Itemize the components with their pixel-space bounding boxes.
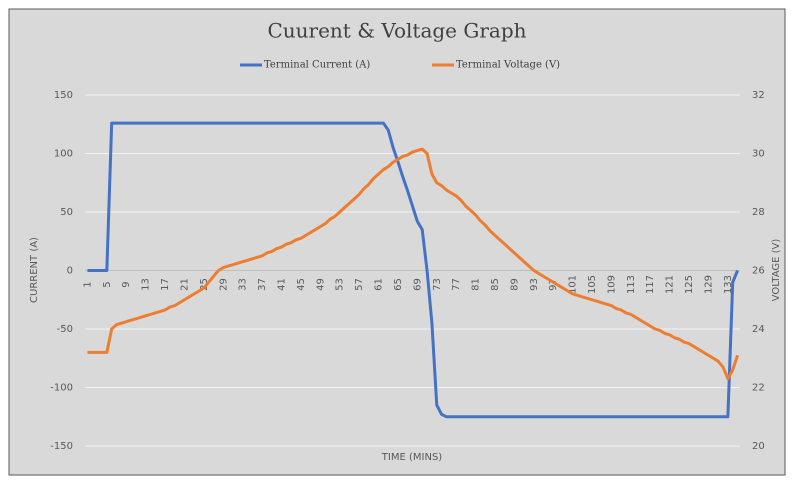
x-tick-label: 121	[665, 275, 676, 294]
y2-tick-label: 26	[752, 266, 765, 277]
x-tick-label: 101	[568, 275, 579, 294]
y-tick-label: -100	[50, 383, 73, 394]
legend-label: Terminal Voltage (V)	[456, 60, 560, 71]
x-tick-label: 53	[335, 278, 346, 291]
y2-tick-label: 32	[752, 90, 765, 101]
series-line	[87, 147, 739, 381]
x-tick-label: 77	[451, 278, 462, 291]
series-line	[87, 121, 739, 419]
x-axis-title: TIME (MINS)	[381, 452, 442, 463]
x-tick-label: 97	[548, 278, 559, 291]
x-tick-label: 129	[703, 275, 714, 294]
y2-axis-title: VOLTAGE (V)	[771, 239, 782, 302]
y-axis-title: CURRENT (A)	[29, 237, 40, 303]
x-tick-label: 49	[315, 278, 326, 291]
y-tick-label: 100	[54, 149, 73, 160]
y-tick-label: -50	[57, 324, 73, 335]
x-tick-label: 117	[645, 275, 656, 294]
x-tick-label: 1	[82, 281, 93, 287]
x-tick-label: 69	[412, 278, 423, 291]
x-tick-label: 105	[587, 275, 598, 294]
y-tick-label: -150	[50, 441, 73, 452]
x-tick-label: 57	[354, 278, 365, 291]
x-tick-label: 9	[121, 281, 132, 287]
y2-tick-label: 30	[752, 149, 765, 160]
y-tick-label: 50	[60, 207, 73, 218]
x-tick-label: 125	[684, 275, 695, 294]
x-tick-label: 13	[141, 278, 152, 291]
x-tick-label: 5	[102, 281, 113, 287]
y-tick-label: 0	[67, 266, 73, 277]
x-tick-label: 45	[296, 278, 307, 291]
x-tick-label: 109	[606, 275, 617, 294]
y2-tick-label: 24	[752, 324, 765, 335]
x-tick-label: 113	[626, 275, 637, 294]
y2-tick-label: 20	[752, 441, 765, 452]
y2-tick-label: 28	[752, 207, 765, 218]
x-tick-label: 65	[393, 278, 404, 291]
chart-area	[8, 8, 786, 476]
x-tick-label: 37	[257, 278, 268, 291]
chart-title: Cuurent & Voltage Graph	[267, 19, 526, 43]
x-tick-label: 21	[179, 278, 190, 291]
x-tick-label: 17	[160, 278, 171, 291]
x-tick-label: 133	[723, 275, 734, 294]
x-tick-label: 61	[374, 278, 385, 291]
x-tick-label: 85	[490, 278, 501, 291]
x-tick-label: 25	[199, 278, 210, 291]
x-tick-label: 89	[509, 278, 520, 291]
legend-label: Terminal Current (A)	[264, 60, 370, 71]
y-tick-label: 150	[54, 90, 73, 101]
x-tick-label: 41	[277, 278, 288, 291]
x-tick-label: 93	[529, 278, 540, 291]
x-tick-label: 81	[471, 278, 482, 291]
x-tick-label: 33	[238, 278, 249, 291]
x-tick-label: 73	[432, 278, 443, 291]
x-tick-label: 29	[218, 278, 229, 291]
y2-tick-label: 22	[752, 383, 765, 394]
